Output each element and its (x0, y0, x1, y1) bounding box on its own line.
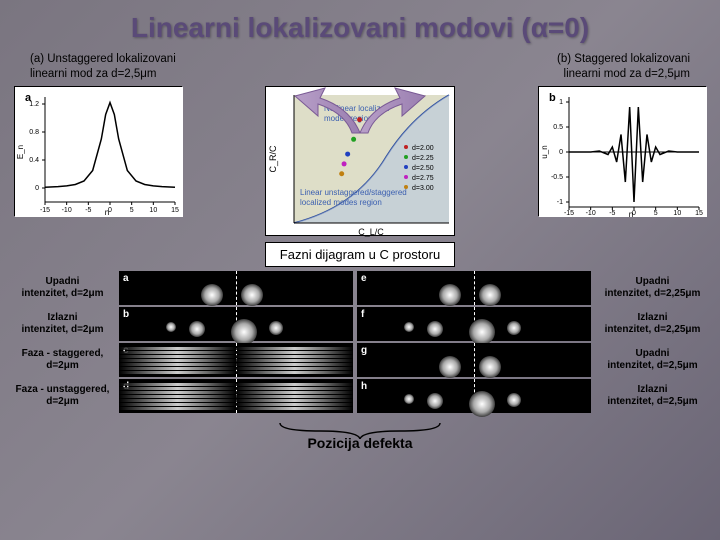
split-arrows (280, 78, 440, 138)
phase-caption: Fazni dijagram u C prostoru (265, 242, 455, 267)
chart-a-xlabel: n (105, 208, 109, 217)
svg-text:-0.5: -0.5 (551, 174, 563, 181)
strip-label-left-3: Faza - unstaggered,d=2μm (10, 379, 115, 413)
slide-title: Linearni lokalizovani modovi (α=0) (0, 0, 720, 52)
intensity-strip-d: d (119, 379, 353, 413)
chart-a-svg: a -15-10-505101500.40.81.2 n E_n (15, 87, 183, 217)
svg-text:0: 0 (35, 185, 39, 192)
svg-text:-15: -15 (564, 210, 574, 217)
chart-a-ylabel: E_n (16, 145, 25, 159)
intensity-strip-a: a (119, 271, 353, 305)
strip-label-left-2: Faza - staggered,d=2μm (10, 343, 115, 377)
svg-text:-5: -5 (609, 210, 615, 217)
phase-xlabel: C_L/C (358, 227, 384, 237)
svg-text:d=2.50: d=2.50 (412, 165, 434, 172)
strip-label-right-3: Izlazniintenzitet, d=2,5μm (595, 379, 710, 413)
svg-text:0.8: 0.8 (29, 129, 39, 136)
strip-label-right-2: Upadniintenzitet, d=2,5μm (595, 343, 710, 377)
svg-text:10: 10 (149, 207, 157, 214)
svg-text:-10: -10 (62, 207, 72, 214)
strip-label-left-0: Upadniintenzitet, d=2μm (10, 271, 115, 305)
strip-label-right-0: Upadniintenzitet, d=2,25μm (595, 271, 710, 305)
svg-text:0.4: 0.4 (29, 157, 39, 164)
chart-a: a -15-10-505101500.40.81.2 n E_n (14, 86, 182, 216)
label-a: (a) Unstaggered lokalizovani linearni mo… (30, 52, 176, 82)
chart-b-tag: b (549, 92, 556, 104)
label-b-line2: linearni mod za d=2,5μm (557, 67, 690, 82)
intensity-strip-e: e (357, 271, 591, 305)
strip-label-left-1: Izlazniintenzitet, d=2μm (10, 307, 115, 341)
svg-text:-5: -5 (85, 207, 91, 214)
chart-b-svg: b -15-10-5051015-1-0.500.51 n u_n (539, 87, 707, 217)
label-a-line1: (a) Unstaggered lokalizovani (30, 52, 176, 67)
intensity-strip-h: h (357, 379, 591, 413)
svg-text:d=2.75: d=2.75 (412, 175, 434, 182)
svg-text:-1: -1 (557, 199, 563, 206)
svg-text:d=3.00: d=3.00 (412, 185, 434, 192)
intensity-strip-f: f (357, 307, 591, 341)
label-b: (b) Staggered lokalizovani linearni mod … (557, 52, 690, 82)
svg-text:1.2: 1.2 (29, 101, 39, 108)
svg-text:-15: -15 (40, 207, 50, 214)
svg-text:5: 5 (654, 210, 658, 217)
svg-text:15: 15 (695, 210, 703, 217)
svg-text:10: 10 (673, 210, 681, 217)
intensity-strip-g: g (357, 343, 591, 377)
bottom-caption-text: Pozicija defekta (0, 435, 720, 451)
svg-text:0: 0 (559, 149, 563, 156)
bottom-caption: Pozicija defekta (0, 421, 720, 451)
label-a-line2: linearni mod za d=2,5μm (30, 67, 176, 82)
intensity-strip-b: b (119, 307, 353, 341)
svg-text:0.5: 0.5 (553, 124, 563, 131)
svg-text:d=2.25: d=2.25 (412, 155, 434, 162)
svg-text:5: 5 (130, 207, 134, 214)
strip-label-right-1: Izlazniintenzitet, d=2,25μm (595, 307, 710, 341)
svg-text:-10: -10 (586, 210, 596, 217)
phase-txt3: Linear unstaggered/staggered (300, 188, 407, 197)
phase-ylabel: C_R/C (268, 145, 278, 173)
svg-text:1: 1 (559, 99, 563, 106)
phase-txt4: localized modes region (300, 198, 382, 207)
chart-b: b -15-10-5051015-1-0.500.51 n u_n (538, 86, 706, 216)
strip-grid: Upadniintenzitet, d=2μmaeUpadniintenzite… (0, 271, 720, 413)
svg-text:15: 15 (171, 207, 179, 214)
label-b-line1: (b) Staggered lokalizovani (557, 52, 690, 67)
chart-b-ylabel: u_n (540, 145, 549, 158)
intensity-strip-c: c (119, 343, 353, 377)
chart-b-xlabel: n (629, 210, 633, 217)
svg-text:d=2.00: d=2.00 (412, 145, 434, 152)
